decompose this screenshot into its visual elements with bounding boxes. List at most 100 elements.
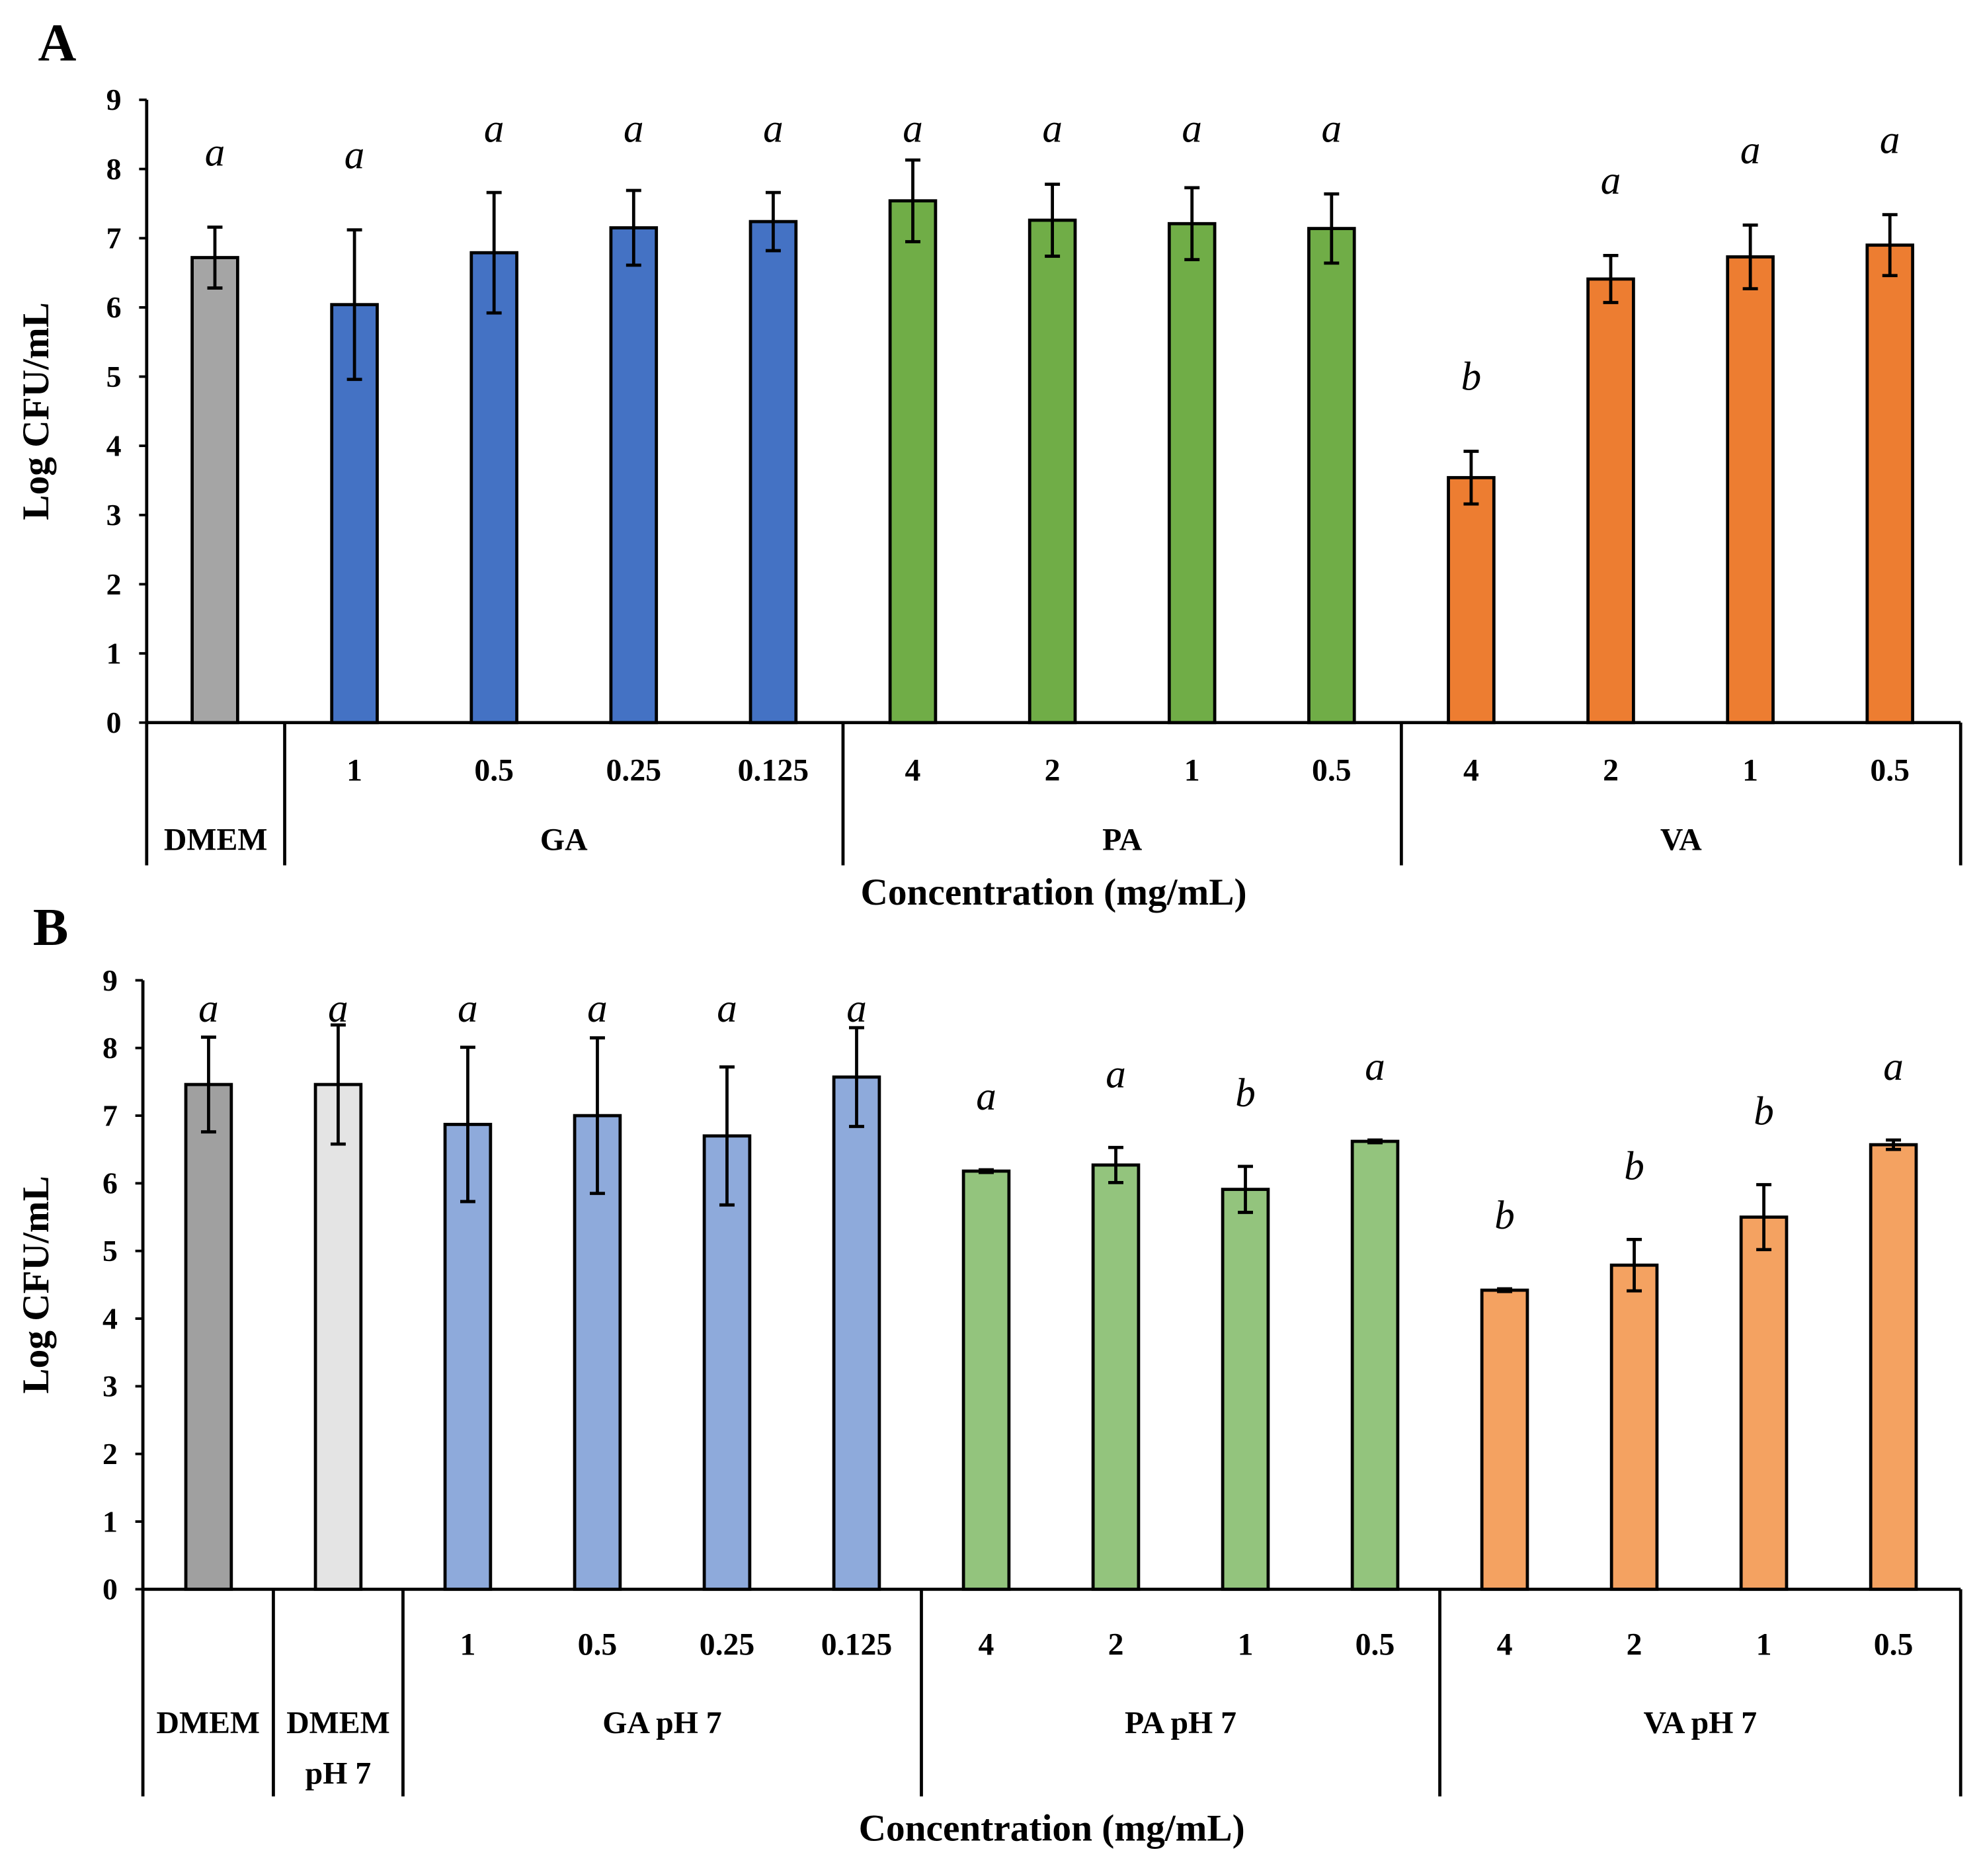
x-tick-label: 2 (1603, 753, 1619, 788)
y-tick-label: 6 (102, 1166, 118, 1200)
bar (888, 199, 938, 725)
bar (1167, 222, 1217, 725)
panel-label: A (38, 15, 77, 73)
significance-letter: a (344, 133, 365, 177)
significance-letter: a (1601, 159, 1621, 203)
significance-letter: a (763, 107, 784, 151)
group-label: VA pH 7 (1644, 1705, 1758, 1740)
x-tick-label: 0.25 (700, 1627, 755, 1662)
chart-panel-A: A 0 1 2 3 4 5 6 7 8 9 Log CFU/mL a DMEM a 1 a 0.5 a 0.25 a 0.… (15, 15, 1962, 913)
bar (609, 226, 659, 725)
y-tick-label: 3 (102, 1369, 118, 1403)
bar (190, 256, 239, 725)
y-tick-label: 2 (106, 567, 122, 601)
significance-letter: b (1624, 1145, 1644, 1189)
bar (1869, 1143, 1918, 1591)
bar (1739, 1215, 1789, 1591)
y-tick-label: 1 (102, 1504, 118, 1538)
bar (1609, 1263, 1659, 1591)
bar (1221, 1188, 1270, 1591)
bar (748, 220, 798, 725)
x-tick-label: 1 (1742, 753, 1758, 788)
significance-letter: a (1042, 107, 1063, 151)
group-label: GA pH 7 (602, 1705, 721, 1740)
bar (832, 1075, 881, 1591)
bar (1091, 1163, 1141, 1591)
x-tick-label: 0.5 (1874, 1627, 1914, 1662)
group-label: GA (540, 823, 588, 858)
y-tick-label: 8 (102, 1031, 118, 1065)
significance-letter: a (1740, 128, 1761, 173)
x-tick-label: 0.125 (738, 753, 809, 788)
significance-letter: a (624, 107, 644, 151)
x-tick-label: 4 (1497, 1627, 1513, 1662)
y-tick-label: 9 (102, 963, 118, 997)
significance-letter: a (587, 987, 608, 1031)
significance-letter: b (1754, 1090, 1774, 1134)
y-tick-label: 7 (106, 222, 122, 255)
significance-letter: a (1106, 1052, 1126, 1096)
significance-letter: a (458, 987, 478, 1031)
x-tick-label: 0.5 (578, 1627, 618, 1662)
bar (469, 251, 518, 725)
y-tick-label: 9 (106, 83, 122, 116)
significance-letter: b (1461, 354, 1482, 399)
chart-panel-B: B 0 1 2 3 4 5 6 7 8 9 Log CFU/mL a DMEM a DMEM pH 7 a 1 a 0.… (15, 899, 1962, 1850)
bar (1865, 243, 1915, 725)
significance-letter: b (1494, 1194, 1515, 1238)
significance-letter: a (1365, 1045, 1385, 1089)
significance-letter: a (717, 987, 737, 1031)
x-tick-label: 1 (346, 753, 362, 788)
y-tick-label: 8 (106, 152, 122, 186)
x-tick-label: 1 (1184, 753, 1200, 788)
x-tick-label: 2 (1108, 1627, 1124, 1662)
significance-letter: a (484, 107, 505, 151)
y-axis-title: Log CFU/mL (15, 302, 57, 520)
y-tick-label: 5 (102, 1234, 118, 1268)
bar (313, 1082, 363, 1591)
significance-letter: a (903, 107, 923, 151)
y-axis-title: Log CFU/mL (15, 1176, 57, 1393)
bar (1028, 218, 1077, 725)
significance-letter: a (205, 130, 225, 175)
bar (702, 1134, 752, 1591)
bar (1447, 475, 1496, 725)
x-tick-label: 2 (1045, 753, 1061, 788)
x-axis-title: Concentration (mg/mL) (861, 872, 1247, 913)
y-tick-label: 7 (102, 1098, 118, 1132)
y-tick-label: 1 (106, 636, 122, 670)
y-tick-label: 5 (106, 360, 122, 393)
x-tick-label: 0.5 (1312, 753, 1352, 788)
bar (961, 1169, 1011, 1591)
group-label: PA pH 7 (1125, 1705, 1236, 1740)
significance-letter: b (1235, 1071, 1256, 1116)
group-label: PA (1102, 823, 1143, 858)
x-tick-label: 2 (1627, 1627, 1642, 1662)
x-tick-label: 1 (1238, 1627, 1254, 1662)
significance-letter: a (198, 987, 219, 1031)
significance-letter: a (1883, 1045, 1904, 1089)
bar (184, 1082, 233, 1591)
panel-label: B (33, 899, 69, 957)
significance-letter: a (1322, 107, 1342, 151)
group-label: VA (1660, 823, 1702, 858)
group-label: DMEM (157, 1705, 260, 1740)
significance-letter: a (1880, 118, 1900, 162)
x-tick-label: 4 (905, 753, 921, 788)
bar (1726, 255, 1775, 725)
x-tick-label: 0.5 (1870, 753, 1910, 788)
group-label: DMEM (164, 823, 267, 858)
significance-letter: a (976, 1075, 996, 1119)
bar (1350, 1139, 1400, 1591)
significance-letter: a (328, 987, 348, 1031)
significance-letter: a (1182, 107, 1202, 151)
y-tick-label: 4 (102, 1301, 118, 1335)
x-tick-label: 0.25 (606, 753, 662, 788)
x-tick-label: 4 (1463, 753, 1479, 788)
y-tick-label: 2 (102, 1437, 118, 1471)
bar (1307, 227, 1356, 725)
y-tick-label: 6 (106, 290, 122, 324)
x-tick-label: 0.5 (474, 753, 514, 788)
group-label: pH 7 (305, 1756, 372, 1791)
